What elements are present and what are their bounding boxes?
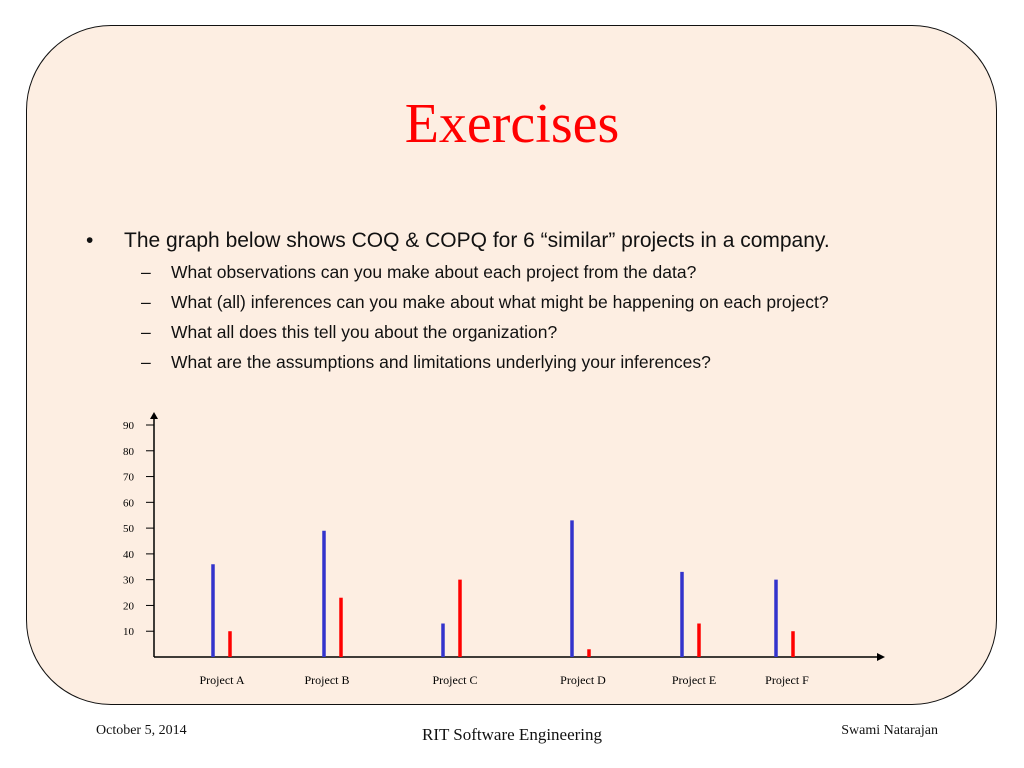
dash-marker: – (141, 292, 151, 312)
x-tick-label: Project F (765, 673, 809, 687)
y-tick-label: 40 (123, 549, 135, 561)
sub-bullet-text: What observations can you make about eac… (171, 262, 697, 282)
x-axis-arrow (877, 653, 885, 661)
bullet-marker: • (86, 229, 94, 252)
sub-bullet-text: What (all) inferences can you make about… (171, 292, 829, 312)
main-bullet-text: The graph below shows COQ & COPQ for 6 “… (124, 229, 830, 252)
sub-bullet-text: What all does this tell you about the or… (171, 322, 558, 342)
y-axis-arrow (150, 412, 158, 419)
dash-marker: – (141, 352, 151, 372)
y-tick-label: 70 (123, 472, 135, 484)
dash-marker: – (141, 322, 151, 342)
slide-frame (26, 25, 997, 705)
x-tick-label: Project A (200, 673, 245, 687)
y-tick-label: 60 (123, 497, 135, 509)
footer-center: RIT Software Engineering (421, 725, 603, 744)
slide-title: Exercises (404, 93, 620, 155)
footer-author: Swami Natarajan (841, 723, 938, 738)
footer-date: October 5, 2014 (96, 723, 187, 738)
main-bullet: • The graph below shows COQ & COPQ for 6 … (86, 229, 830, 253)
y-tick-label: 20 (123, 600, 135, 612)
sub-bullet-4: – What are the assumptions and limitation… (141, 352, 711, 373)
y-tick-label: 10 (123, 626, 135, 638)
y-tick-label: 90 (123, 420, 135, 432)
x-tick-label: Project E (672, 673, 716, 687)
sub-bullet-2: – What (all) inferences can you make abou… (141, 292, 829, 313)
sub-bullet-3: – What all does this tell you about the o… (141, 322, 557, 343)
y-tick-label: 80 (123, 446, 135, 458)
dash-marker: – (141, 262, 151, 282)
y-tick-label: 50 (123, 523, 135, 535)
sub-bullet-text: What are the assumptions and limitations… (171, 352, 711, 372)
x-tick-label: Project D (560, 673, 606, 687)
sub-bullet-1: – What observations can you make about ea… (141, 262, 696, 283)
y-tick-label: 30 (123, 575, 135, 587)
x-tick-label: Project B (305, 673, 350, 687)
x-tick-label: Project C (433, 673, 478, 687)
